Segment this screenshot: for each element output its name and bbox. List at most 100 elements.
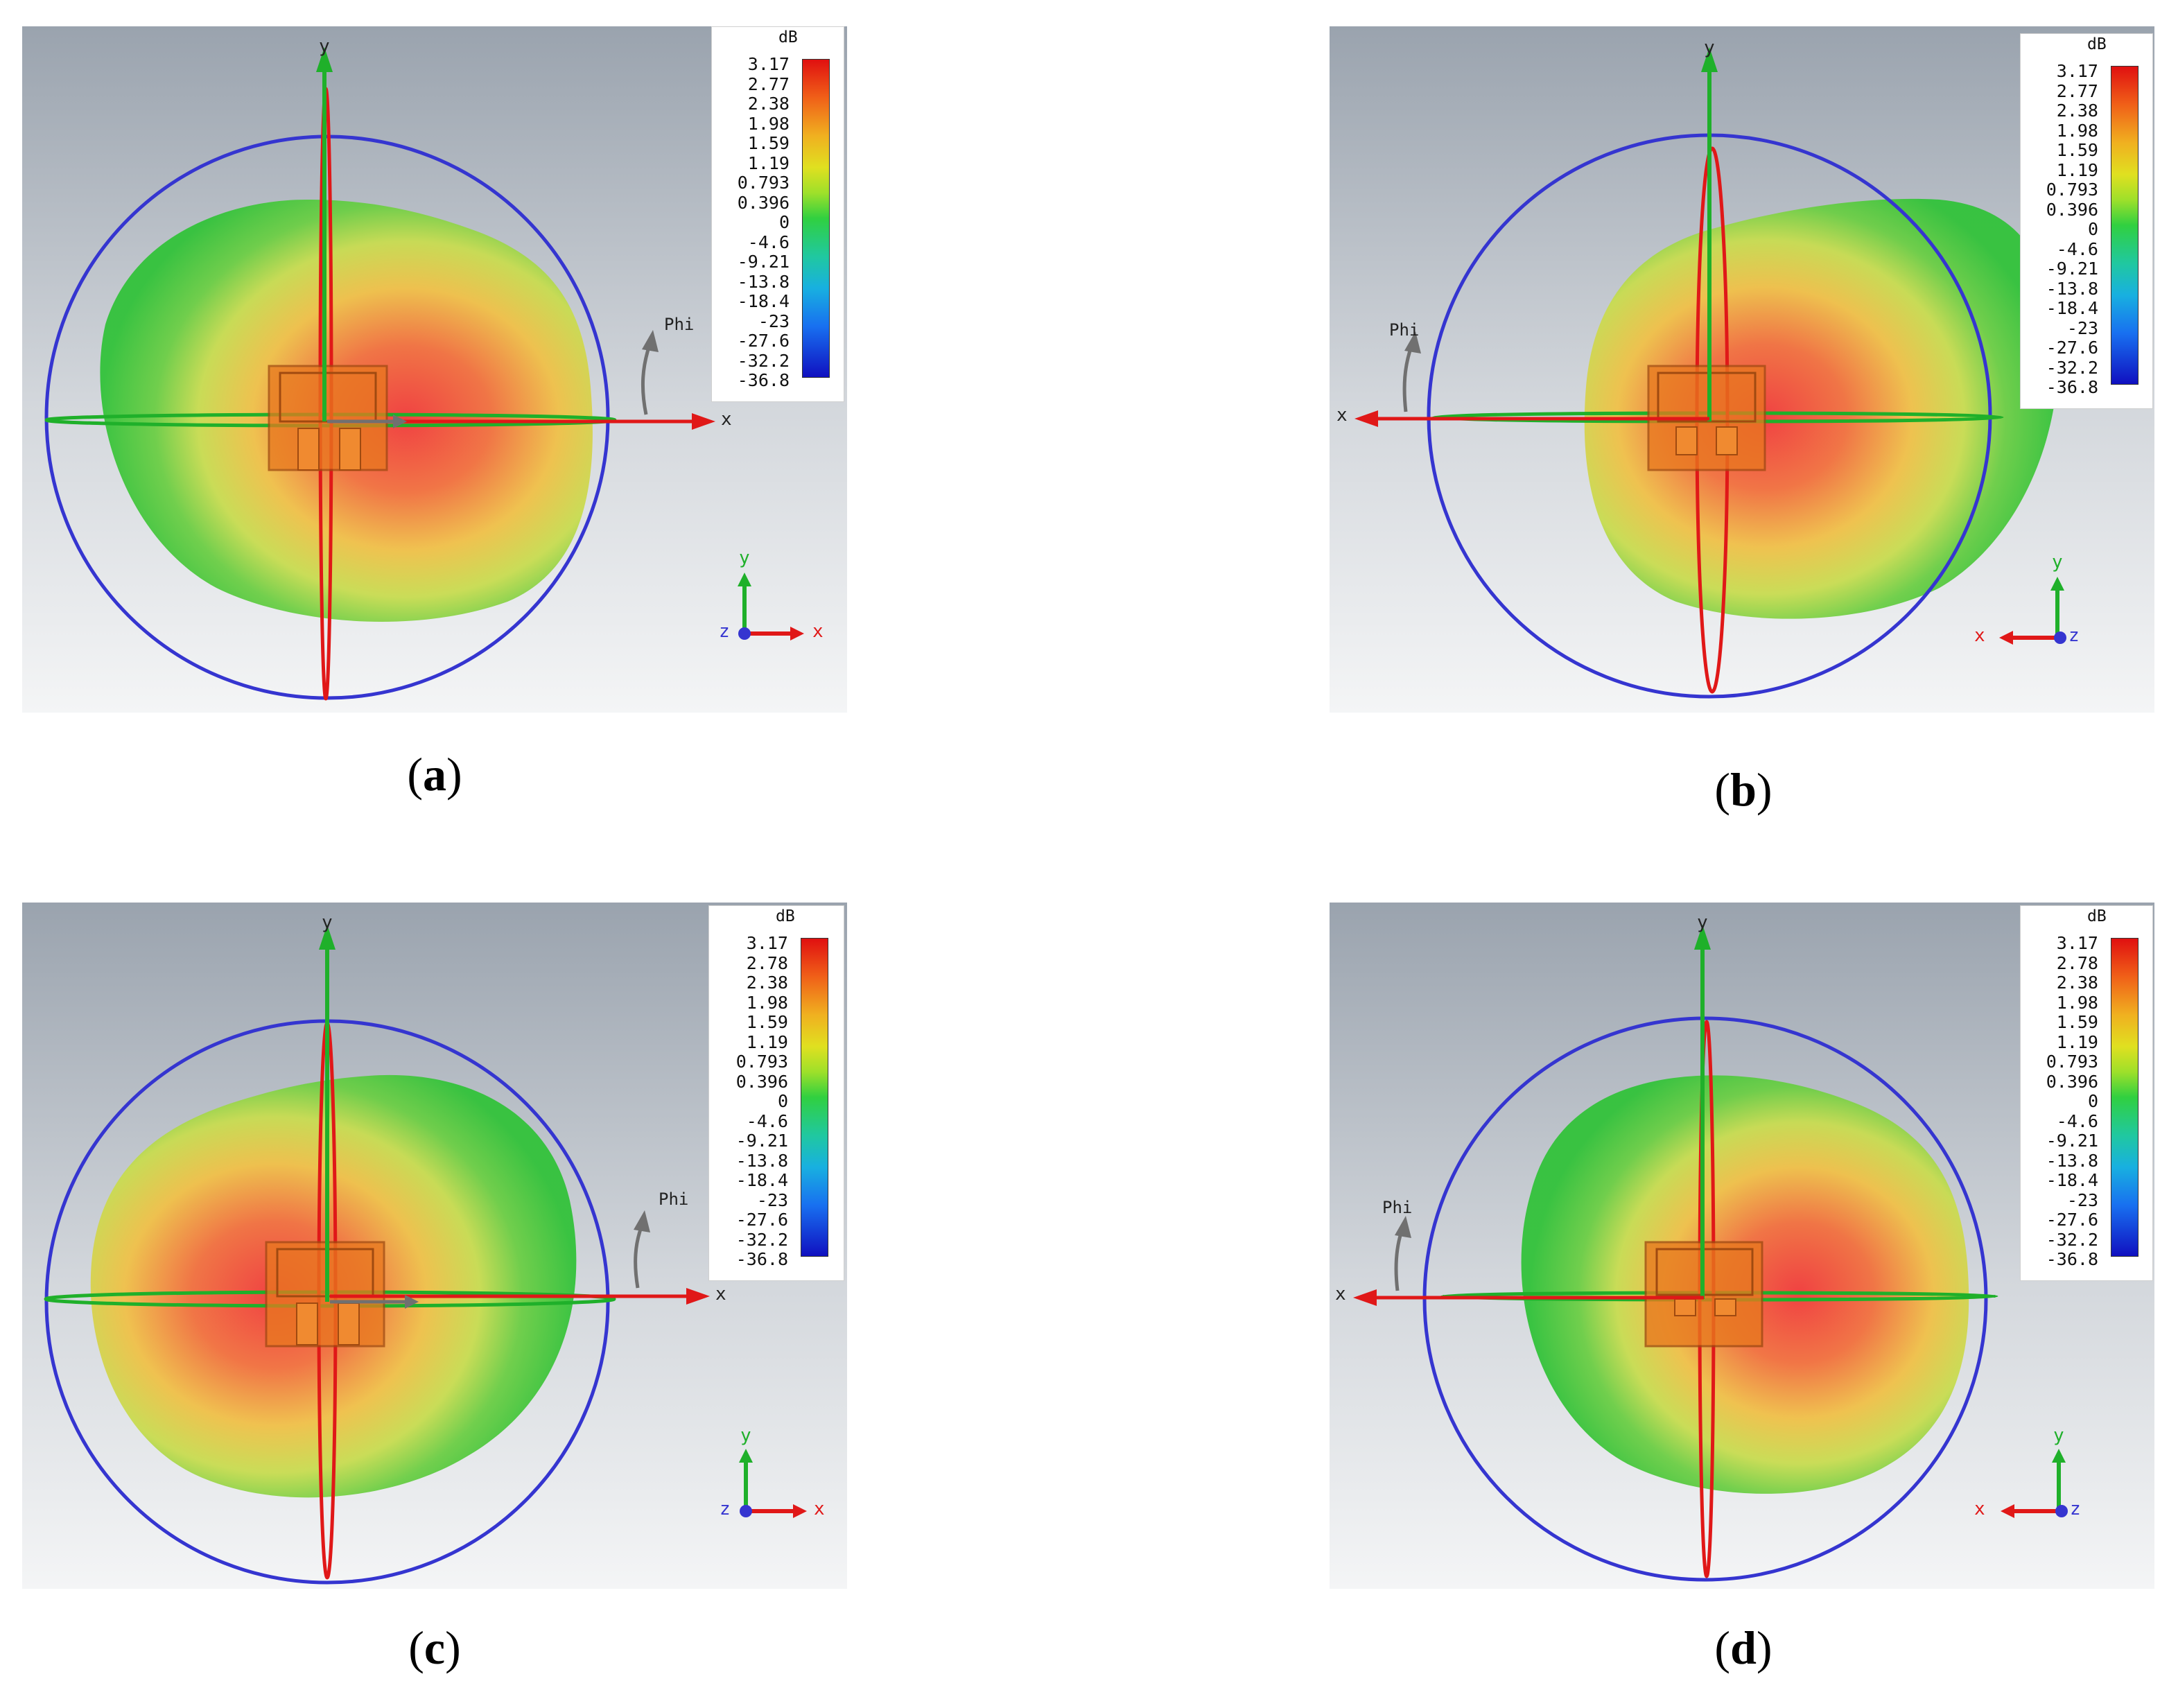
triad-y-label: y bbox=[739, 548, 750, 568]
legend-tick-label: 2.77 bbox=[747, 73, 790, 94]
caption-b: (b) bbox=[1714, 763, 1772, 816]
caption-c-letter: c bbox=[424, 1621, 446, 1674]
color-legend: dB 3.17 2.78 2.38 1.98 1.59 1.19 0.793 0.396 0 -4… bbox=[708, 905, 844, 1281]
legend-tick-label: -27.6 bbox=[737, 331, 790, 351]
phi-label: Phi bbox=[659, 1190, 689, 1209]
legend-tick-label: 0 bbox=[2087, 1091, 2098, 1111]
color-legend: dB 3.17 2.77 2.38 1.98 1.59 1.19 0.793 0.396 0 -4… bbox=[711, 26, 844, 402]
legend-tick-label: 3.17 bbox=[747, 54, 790, 74]
legend-tick-label: -4.6 bbox=[746, 1110, 788, 1131]
legend-tick-label: -4.6 bbox=[2056, 1110, 2098, 1131]
legend-tick-label: -36.8 bbox=[735, 1249, 788, 1269]
legend-tick-label: 0 bbox=[2087, 219, 2098, 239]
legend-tick-label: -13.8 bbox=[2046, 1150, 2098, 1171]
phi-reference-arrowhead bbox=[393, 415, 407, 428]
x-axis-arrowhead bbox=[1353, 1289, 1377, 1306]
triad-z-label: z bbox=[2070, 1499, 2081, 1519]
legend-tick-label: 0.793 bbox=[2046, 1052, 2098, 1072]
triad-z-label: z bbox=[2068, 625, 2080, 646]
legend-tick-label: 1.98 bbox=[747, 113, 790, 134]
caption-d-letter: d bbox=[1730, 1621, 1757, 1674]
radiation-pattern-panel-b: y x Phi y x z dB 3.17 2.77 2.38 1.98 1.59 1.1… bbox=[1330, 26, 2154, 713]
legend-unit: dB bbox=[2087, 907, 2107, 925]
caption-a-letter: a bbox=[423, 748, 446, 801]
phi-arrow bbox=[1394, 1230, 1404, 1291]
legend-colorbar bbox=[2111, 938, 2138, 1257]
legend-tick-label: -27.6 bbox=[735, 1210, 788, 1230]
legend-tick-label: -36.8 bbox=[2046, 1249, 2098, 1269]
legend-tick-label: -9.21 bbox=[2046, 1131, 2098, 1151]
radiation-pattern-panel-c: y x Phi y x z dB 3.17 2.78 2.38 1.98 1.59 1.1… bbox=[22, 903, 847, 1589]
x-axis-arrowhead bbox=[1354, 410, 1378, 427]
y-axis-arrowhead bbox=[319, 925, 336, 950]
legend-tick-label: 2.38 bbox=[747, 94, 790, 114]
legend-unit: dB bbox=[776, 907, 795, 925]
radiation-pattern-view-a bbox=[22, 26, 847, 713]
legend-tick-label: -4.6 bbox=[747, 232, 790, 252]
phi-arrowhead bbox=[1395, 1216, 1411, 1238]
caption-b-letter: b bbox=[1730, 763, 1757, 816]
radiation-pattern-panel-d: y x Phi y x z dB 3.17 2.78 2.38 1.98 1.59 1.1… bbox=[1330, 903, 2154, 1589]
legend-tick-label: 2.38 bbox=[2056, 101, 2098, 121]
phi-reference-arrowhead bbox=[405, 1295, 419, 1309]
x-axis-label: x bbox=[721, 409, 732, 430]
legend-tick-label: -32.2 bbox=[737, 350, 790, 371]
triad-y-label: y bbox=[2053, 1425, 2064, 1446]
legend-tick-label: 1.98 bbox=[2056, 992, 2098, 1013]
x-axis-label: x bbox=[715, 1284, 726, 1305]
legend-unit: dB bbox=[778, 28, 798, 46]
legend-tick-labels: 3.17 2.77 2.38 1.98 1.59 1.19 0.793 0.396 0 -4.6-… bbox=[692, 54, 790, 391]
phi-arrowhead bbox=[634, 1210, 650, 1232]
legend-tick-label: -13.8 bbox=[737, 271, 790, 292]
legend-tick-label: 0.396 bbox=[2046, 199, 2098, 220]
legend-tick-label: -18.4 bbox=[737, 291, 790, 311]
y-axis-arrowhead bbox=[1694, 925, 1711, 950]
phi-label: Phi bbox=[1389, 320, 1420, 340]
legend-tick-label: 2.38 bbox=[746, 973, 788, 993]
legend-tick-label: -18.4 bbox=[2046, 1170, 2098, 1190]
triad-x-label: x bbox=[1974, 625, 1985, 646]
legend-tick-labels: 3.17 2.77 2.38 1.98 1.59 1.19 0.793 0.396 0 -4.6-… bbox=[2001, 61, 2098, 398]
legend-tick-label: 3.17 bbox=[746, 933, 788, 953]
antenna-model bbox=[268, 365, 388, 471]
legend-tick-label: 0.396 bbox=[735, 1071, 788, 1092]
legend-tick-label: 2.78 bbox=[2056, 952, 2098, 973]
legend-tick-labels: 3.17 2.78 2.38 1.98 1.59 1.19 0.793 0.396 0 -4.6-… bbox=[2001, 933, 2098, 1270]
caption-c: (c) bbox=[408, 1621, 461, 1674]
legend-tick-label: -9.21 bbox=[2046, 259, 2098, 279]
legend-tick-label: -18.4 bbox=[735, 1170, 788, 1190]
legend-tick-label: -4.6 bbox=[2056, 238, 2098, 259]
legend-tick-label: 1.59 bbox=[746, 1012, 788, 1032]
legend-tick-label: 0.793 bbox=[2046, 180, 2098, 200]
legend-tick-label: -13.8 bbox=[735, 1150, 788, 1171]
legend-colorbar bbox=[2111, 66, 2138, 385]
legend-tick-label: 0.793 bbox=[735, 1052, 788, 1072]
triad-y-label: y bbox=[740, 1425, 751, 1446]
legend-tick-label: -23 bbox=[2066, 1190, 2098, 1210]
legend-colorbar bbox=[802, 59, 830, 378]
legend-tick-label: 1.59 bbox=[2056, 1012, 2098, 1032]
orientation-triad bbox=[2001, 1449, 2068, 1518]
phi-arrowhead bbox=[642, 330, 659, 352]
legend-tick-label: 1.19 bbox=[2056, 159, 2098, 180]
legend-tick-label: 0 bbox=[778, 212, 790, 232]
legend-tick-label: -18.4 bbox=[2046, 298, 2098, 318]
legend-tick-label: 1.59 bbox=[2056, 140, 2098, 160]
color-legend: dB 3.17 2.78 2.38 1.98 1.59 1.19 0.793 0.396 0 -4… bbox=[2020, 905, 2153, 1281]
legend-tick-label: 0.396 bbox=[2046, 1071, 2098, 1092]
legend-tick-label: 1.19 bbox=[746, 1031, 788, 1052]
legend-tick-label: 0.396 bbox=[737, 192, 790, 213]
legend-tick-label: 1.19 bbox=[747, 152, 790, 173]
triad-x-label: x bbox=[814, 1499, 825, 1519]
x-axis-label: x bbox=[1336, 405, 1348, 426]
triad-z-label: z bbox=[720, 1499, 731, 1519]
legend-tick-label: -36.8 bbox=[737, 370, 790, 390]
legend-tick-label: 2.77 bbox=[2056, 80, 2098, 101]
legend-tick-label: 1.59 bbox=[747, 133, 790, 153]
phi-arrow bbox=[641, 345, 652, 415]
triad-y-label: y bbox=[2052, 552, 2063, 573]
x-axis-arrowhead bbox=[692, 413, 715, 430]
phi-arrowhead bbox=[1404, 331, 1421, 354]
legend-colorbar bbox=[801, 938, 828, 1257]
radiation-pattern-panel-a: y x Phi y x z dB 3.17 2.77 2.38 1.98 1.59 1.1… bbox=[22, 26, 847, 713]
